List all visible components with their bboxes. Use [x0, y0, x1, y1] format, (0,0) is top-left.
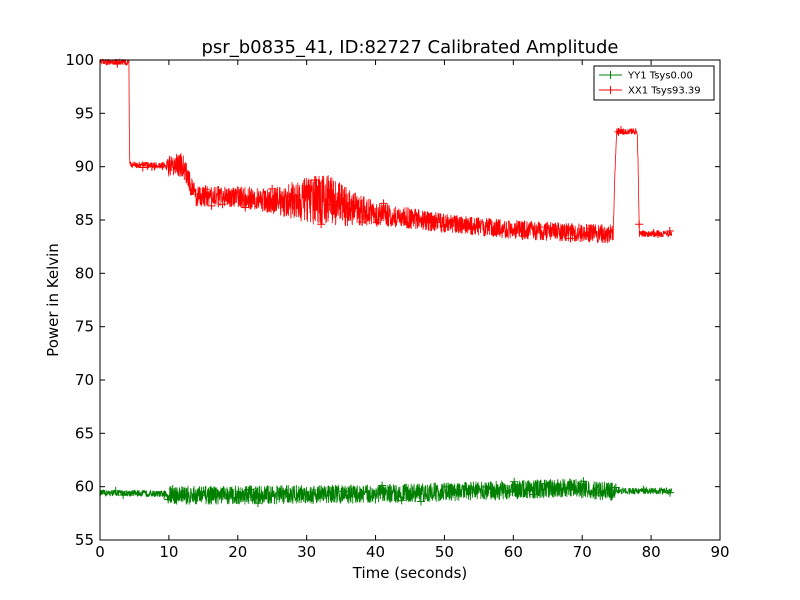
- x-tick-label: 10: [159, 543, 178, 561]
- y-tick-label: 80: [75, 264, 94, 282]
- series-markers: [113, 59, 674, 243]
- x-tick-label: 50: [435, 543, 454, 561]
- x-tick-label: 90: [710, 543, 729, 561]
- x-tick-label: 40: [366, 543, 385, 561]
- y-tick-label: 95: [75, 104, 94, 122]
- plot-frame: [99, 59, 721, 541]
- x-axis-label: Time (seconds): [352, 564, 468, 582]
- y-tick-label: 85: [75, 211, 94, 229]
- legend-label: XX1 Tsys93.39: [628, 86, 701, 97]
- y-tick-label: 70: [75, 371, 94, 389]
- x-tick-label: 30: [297, 543, 316, 561]
- legend-marker: [606, 86, 615, 94]
- series-markers: [111, 477, 674, 508]
- x-tick-label: 0: [95, 543, 105, 561]
- y-tick-label: 75: [75, 318, 94, 336]
- x-tick-label: 80: [642, 543, 661, 561]
- y-tick-label: 90: [75, 158, 94, 176]
- legend-label: YY1 Tsys0.00: [627, 71, 693, 82]
- chart-title: psr_b0835_41, ID:82727 Calibrated Amplit…: [202, 37, 619, 58]
- y-tick-label: 65: [75, 424, 94, 442]
- series-line: [99, 57, 672, 244]
- y-tick-label: 60: [75, 478, 94, 496]
- y-tick-label: 55: [75, 531, 94, 549]
- axes: 0 10 20 30 40 50 60 70 80 90 55 60 65 70 75 80 85 90 95 100: [65, 51, 729, 561]
- legend-box: [593, 65, 715, 101]
- y-axis-label: Power in Kelvin: [44, 243, 62, 357]
- x-tick-label: 70: [573, 543, 592, 561]
- x-tick-label: 60: [504, 543, 523, 561]
- legend: YY1 Tsys0.00 XX1 Tsys93.39: [593, 65, 715, 101]
- plot-area: [99, 57, 674, 508]
- series-yy1: [99, 477, 674, 508]
- series-xx1: [99, 57, 674, 244]
- y-tick-label: 100: [65, 51, 94, 69]
- x-tick-label: 20: [228, 543, 247, 561]
- legend-marker: [606, 71, 615, 79]
